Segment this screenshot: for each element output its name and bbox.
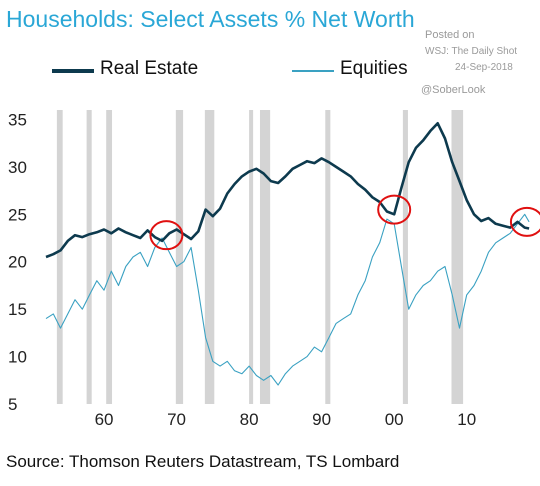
y-tick-label-30: 30	[8, 158, 27, 177]
x-tick-label-70: 70	[167, 410, 186, 429]
source-note: Source: Thomson Reuters Datastream, TS L…	[6, 452, 400, 471]
watermark-site: WSJ: The Daily Shot	[425, 46, 518, 57]
recession-band-5	[249, 110, 254, 404]
series-lines	[45, 122, 530, 386]
y-tick-label-35: 35	[8, 110, 27, 129]
legend-swatch-equities	[292, 70, 334, 72]
y-tick-label-5: 5	[8, 395, 17, 414]
annotation-circle-1	[377, 194, 412, 225]
recession-band-8	[402, 110, 408, 404]
annotations	[149, 194, 540, 251]
recession-bands	[56, 110, 464, 404]
recession-band-2	[106, 110, 113, 404]
recession-band-0	[56, 110, 63, 404]
y-tick-label-15: 15	[8, 300, 27, 319]
legend-swatch-real-estate	[52, 69, 94, 73]
x-tick-label-80: 80	[240, 410, 259, 429]
y-tick-label-20: 20	[8, 253, 27, 272]
annotation-circle-2	[509, 206, 540, 237]
x-tick-label-90: 90	[312, 410, 331, 429]
legend-label-equities: Equities	[340, 58, 408, 79]
recession-band-7	[325, 110, 331, 404]
series-line-equities	[45, 213, 530, 386]
watermark-date: 24-Sep-2018	[455, 62, 513, 73]
recession-band-1	[86, 110, 92, 404]
y-tick-label-25: 25	[8, 205, 27, 224]
recession-band-3	[175, 110, 184, 404]
recession-band-9	[451, 110, 464, 404]
recession-band-6	[259, 110, 271, 404]
x-tick-label-10: 10	[457, 410, 476, 429]
watermark-posted-on: Posted on	[425, 29, 475, 41]
recession-band-4	[204, 110, 215, 404]
axes: 5 10 15 20 25 30 35 60 70 80 90 00 10	[8, 110, 476, 429]
annotation-circle-0	[149, 220, 184, 251]
series-line-real-estate	[45, 122, 530, 259]
y-tick-label-10: 10	[8, 348, 27, 367]
watermark-handle: @SoberLook	[421, 84, 486, 96]
x-tick-label-00: 00	[385, 410, 404, 429]
legend-label-real-estate: Real Estate	[100, 58, 199, 79]
chart-title: Households: Select Assets % Net Worth	[6, 6, 415, 32]
x-tick-label-60: 60	[95, 410, 114, 429]
